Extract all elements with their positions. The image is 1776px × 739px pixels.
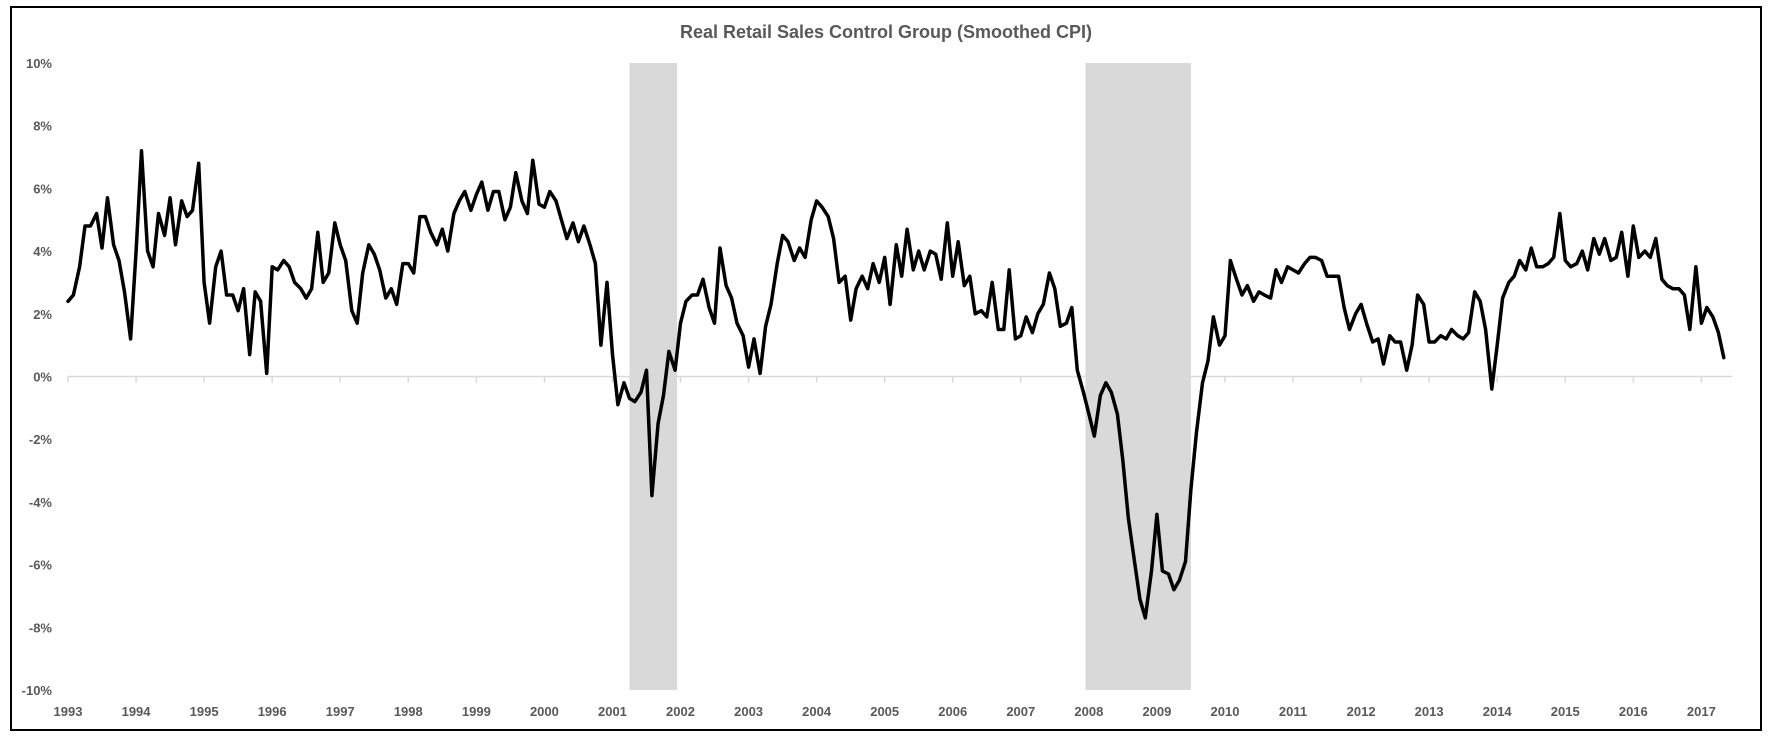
x-tick-label: 2016 <box>1619 704 1648 719</box>
x-tick-label: 2005 <box>870 704 899 719</box>
series-line <box>66 149 1726 620</box>
y-tick-label: -8% <box>29 620 53 635</box>
y-tick-label: 6% <box>33 181 52 196</box>
x-tick-label: 2001 <box>598 704 627 719</box>
x-tick-label: 2012 <box>1347 704 1376 719</box>
x-tick-label: 1999 <box>462 704 491 719</box>
y-tick-label: 2% <box>33 307 52 322</box>
y-tick-label: -6% <box>29 558 53 573</box>
x-tick-label: 2000 <box>530 704 559 719</box>
x-tick-label: 2015 <box>1551 704 1580 719</box>
x-tick-label: 1997 <box>326 704 355 719</box>
y-tick-label: -2% <box>29 432 53 447</box>
chart-title: Real Retail Sales Control Group (Smoothe… <box>679 22 1093 42</box>
x-tick-label: 2014 <box>1483 704 1513 719</box>
x-tick-label: 1996 <box>258 704 287 719</box>
x-tick-label: 2003 <box>734 704 763 719</box>
x-tick-label: 2009 <box>1142 704 1171 719</box>
x-tick-label: 1994 <box>122 704 152 719</box>
x-tick-label: 1998 <box>394 704 423 719</box>
y-tick-label: 8% <box>33 119 52 134</box>
x-tick-label: 2007 <box>1006 704 1035 719</box>
y-tick-label: -4% <box>29 495 53 510</box>
chart-frame: Real Retail Sales Control Group (Smoothe… <box>10 6 1762 731</box>
x-tick-label: 1995 <box>190 704 219 719</box>
y-tick-label: 0% <box>33 370 52 385</box>
x-tick-label: 2011 <box>1279 704 1307 719</box>
x-tick-label: 2006 <box>938 704 967 719</box>
x-tick-label: 2013 <box>1415 704 1444 719</box>
y-tick-label: 4% <box>33 244 52 259</box>
y-tick-label: -10% <box>22 683 53 698</box>
y-tick-label: 10% <box>26 56 52 71</box>
x-tick-label: 2010 <box>1211 704 1240 719</box>
x-tick-label: 2004 <box>802 704 832 719</box>
x-tick-label: 2002 <box>666 704 695 719</box>
x-tick-label: 2017 <box>1687 704 1716 719</box>
x-tick-label: 1993 <box>54 704 83 719</box>
x-tick-label: 2008 <box>1074 704 1103 719</box>
